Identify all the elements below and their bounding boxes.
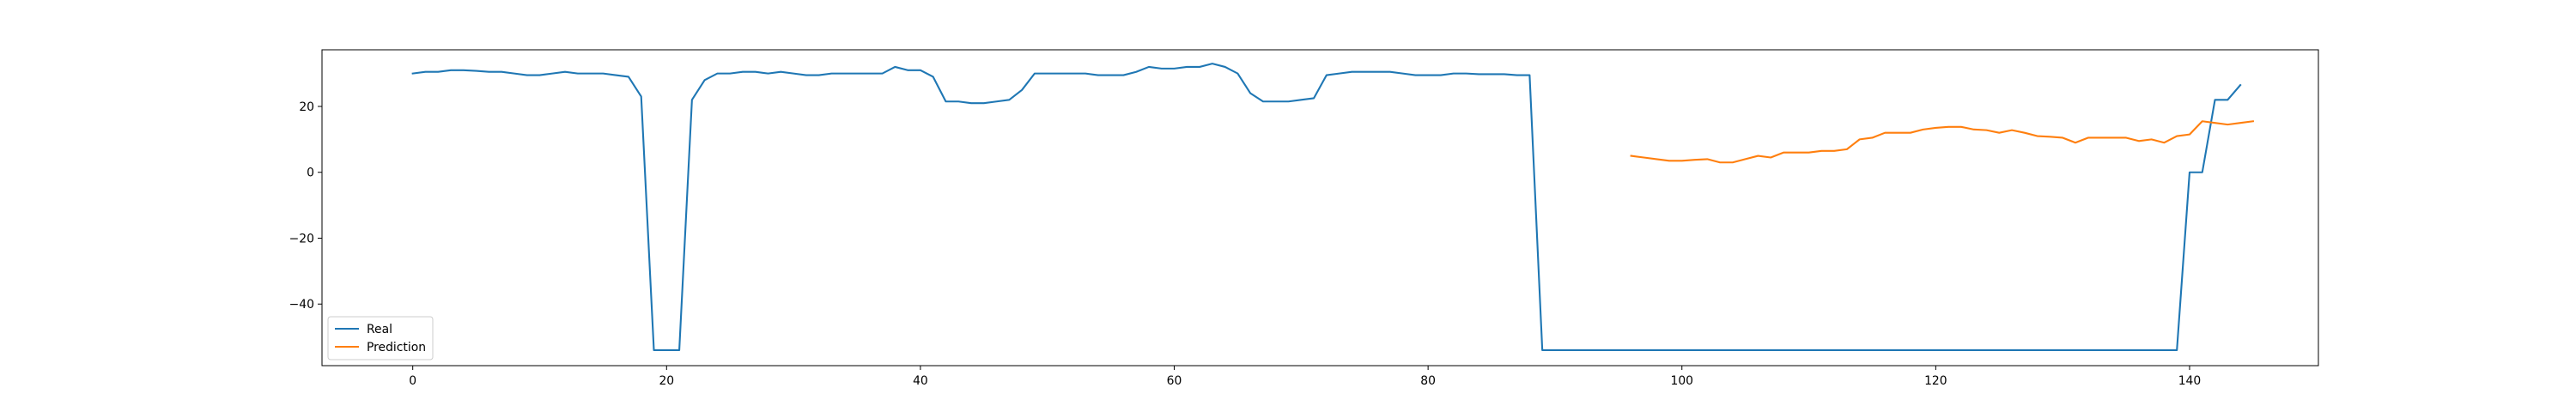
series-layer xyxy=(411,63,2255,352)
legend-label-prediction: Prediction xyxy=(367,341,426,354)
x-tick-label: 120 xyxy=(1924,374,1947,388)
y-tick-label: −20 xyxy=(289,232,314,245)
legend-label-real: Real xyxy=(367,323,392,336)
y-axis: −40 −20 0 20 xyxy=(289,100,322,312)
legend-box xyxy=(327,316,434,360)
x-tick-label: 100 xyxy=(1670,374,1693,388)
y-tick-label: 0 xyxy=(307,167,314,180)
legend: Real Prediction xyxy=(327,316,434,360)
x-tick-label: 20 xyxy=(659,374,674,388)
series-line-real xyxy=(411,63,2242,352)
x-tick-label: 0 xyxy=(409,374,416,388)
x-tick-label: 60 xyxy=(1167,374,1182,388)
plot-area xyxy=(322,50,2318,366)
series-line-prediction xyxy=(1630,120,2255,164)
y-tick-label: −40 xyxy=(289,298,314,312)
x-tick-label: 40 xyxy=(913,374,928,388)
x-tick-label: 80 xyxy=(1420,374,1436,388)
x-axis: 0 20 40 60 80 100 120 140 xyxy=(409,366,2201,388)
plot-frame xyxy=(321,49,2319,367)
x-tick-label: 140 xyxy=(2178,374,2202,388)
y-tick-label: 20 xyxy=(299,100,314,114)
